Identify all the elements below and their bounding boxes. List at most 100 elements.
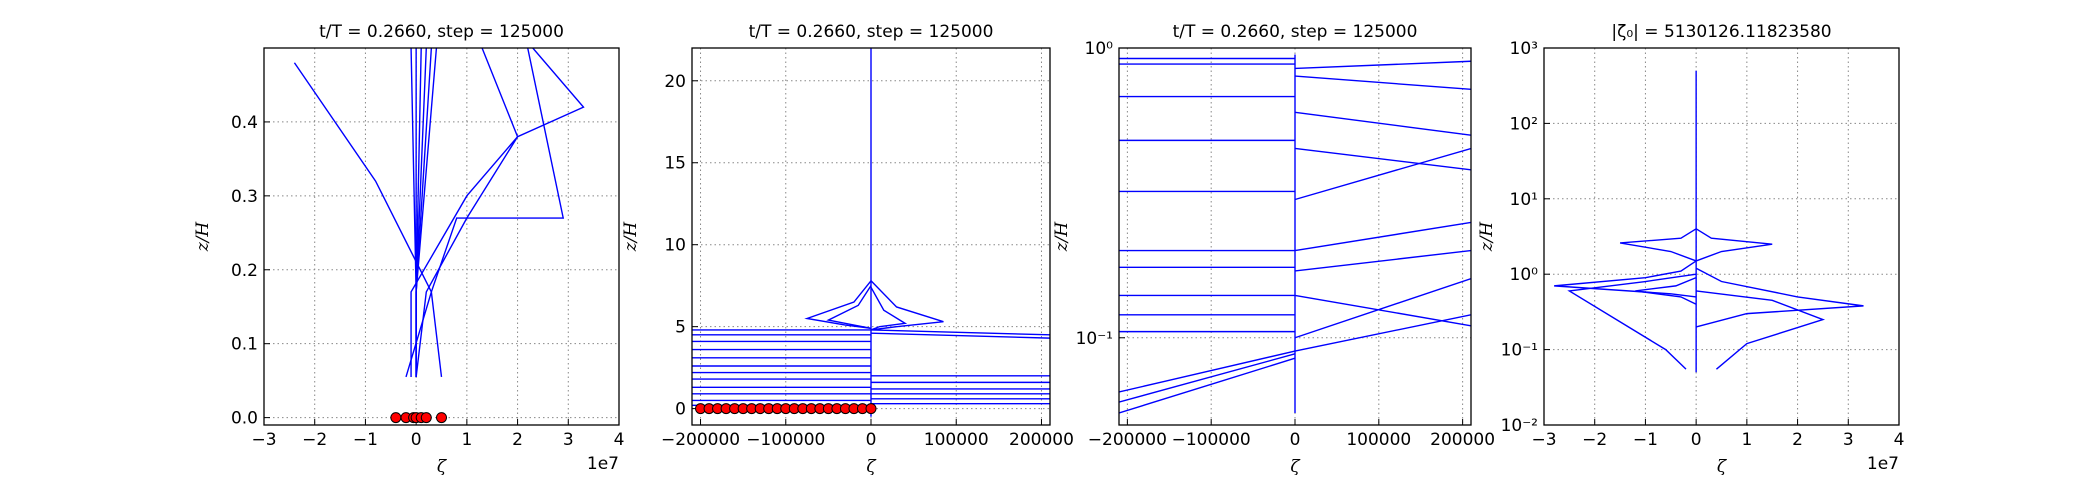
y-tick-label: 10² bbox=[1510, 114, 1538, 134]
plot-area bbox=[293, 48, 585, 378]
x-tick-label: −1 bbox=[1633, 430, 1658, 450]
y-tick-label: 20 bbox=[664, 72, 686, 92]
profile-line bbox=[1294, 60, 1471, 70]
x-offset-text: 1e7 bbox=[1867, 454, 1899, 474]
profile-line bbox=[1294, 147, 1471, 201]
x-tick-label: −100000 bbox=[1172, 430, 1251, 450]
profile-line bbox=[430, 48, 565, 378]
profile-line bbox=[1696, 290, 1826, 370]
y-tick-label: 10³ bbox=[1510, 39, 1538, 59]
profile-line bbox=[870, 332, 1050, 339]
y-tick-label: 10⁰ bbox=[1085, 39, 1114, 59]
profile-line bbox=[415, 48, 585, 378]
x-axis-label: ζ bbox=[1290, 457, 1301, 475]
x-tick-label: 3 bbox=[1843, 430, 1854, 450]
profile-line bbox=[1294, 147, 1471, 171]
x-tick-label: 0 bbox=[866, 430, 877, 450]
profile-line bbox=[1294, 221, 1471, 252]
y-tick-label: 10⁻¹ bbox=[1076, 329, 1113, 349]
y-tick-label: 0.2 bbox=[231, 261, 258, 281]
chart-title: t/T = 0.2660, step = 125000 bbox=[319, 22, 564, 42]
x-tick-label: 3 bbox=[563, 430, 574, 450]
axes-frame bbox=[263, 47, 620, 426]
profile-line bbox=[826, 285, 872, 329]
profile-line bbox=[870, 280, 944, 331]
x-tick-label: −2 bbox=[1582, 430, 1607, 450]
panel: −200000 −100000 0 100000 200000 0 5 10 15 20 t/T =… bbox=[621, 22, 1074, 477]
profile-line bbox=[1119, 357, 1296, 414]
x-tick-label: −200000 bbox=[661, 430, 740, 450]
plot-area bbox=[692, 48, 1050, 417]
y-tick-label: 0.1 bbox=[231, 335, 258, 355]
x-tick-label: 0 bbox=[411, 430, 422, 450]
y-tick-label: 0 bbox=[675, 400, 686, 420]
profile-line bbox=[870, 286, 908, 331]
chart-title: t/T = 0.2660, step = 125000 bbox=[1173, 22, 1418, 42]
profile-line bbox=[1554, 260, 1697, 298]
y-tick-label: 10 bbox=[664, 236, 686, 256]
y-tick-label: 10⁻² bbox=[1501, 416, 1538, 436]
x-tick-label: 1 bbox=[1741, 430, 1752, 450]
x-tick-label: −1 bbox=[353, 430, 378, 450]
profile-line bbox=[1294, 294, 1471, 327]
y-axis-label: z/H bbox=[1477, 221, 1497, 253]
plot-area bbox=[1554, 70, 1864, 373]
profile-line bbox=[1119, 350, 1296, 393]
y-axis-label: z/H bbox=[1052, 221, 1072, 253]
panel: −3 −2 −1 0 1 2 3 4 10⁻² 10⁻¹ 10⁰ 10¹ 10² 10³ |ζ₀| = 51… bbox=[1477, 22, 1905, 477]
axes-frame bbox=[1118, 47, 1472, 426]
profile-line bbox=[1119, 353, 1296, 403]
x-tick-label: −3 bbox=[251, 430, 276, 450]
x-tick-label: 4 bbox=[1894, 430, 1905, 450]
axes-frame bbox=[1543, 47, 1900, 426]
profile-line bbox=[293, 62, 433, 378]
y-tick-label: 10¹ bbox=[1510, 190, 1538, 210]
x-axis-label: ζ bbox=[866, 457, 877, 475]
point bbox=[390, 412, 402, 424]
x-axis-label: ζ bbox=[1717, 457, 1728, 475]
profile-line bbox=[1294, 249, 1471, 272]
y-tick-label: 0.0 bbox=[231, 409, 258, 429]
x-tick-label: 2 bbox=[1792, 430, 1803, 450]
profile-line bbox=[1294, 314, 1471, 352]
x-offset-text: 1e7 bbox=[587, 454, 619, 474]
x-tick-label: 100000 bbox=[1346, 430, 1411, 450]
axes-frame bbox=[691, 47, 1051, 426]
profile-line bbox=[410, 48, 417, 377]
panel: −200000 −100000 0 100000 200000 10⁻¹ 10⁰ t/T = … bbox=[1052, 22, 1495, 477]
x-tick-label: 4 bbox=[614, 430, 625, 450]
y-tick-label: 0.3 bbox=[231, 187, 258, 207]
panel: −3 −2 −1 0 1 2 3 4 0.0 0.1 0.2 0.3 0.4 t/T = 0.2660, … bbox=[193, 22, 625, 477]
profile-line bbox=[804, 280, 872, 329]
profile-line bbox=[1567, 273, 1697, 370]
profile-line bbox=[415, 48, 438, 377]
profile-line bbox=[1695, 228, 1773, 262]
chart-title: t/T = 0.2660, step = 125000 bbox=[749, 22, 994, 42]
profile-line bbox=[1294, 75, 1471, 91]
profile-line bbox=[410, 48, 519, 377]
x-tick-label: 100000 bbox=[924, 430, 989, 450]
profile-line bbox=[870, 329, 1050, 336]
x-tick-label: 0 bbox=[1290, 430, 1301, 450]
y-tick-label: 10⁰ bbox=[1510, 265, 1539, 285]
y-tick-label: 5 bbox=[675, 318, 686, 338]
y-tick-label: 15 bbox=[664, 154, 686, 174]
y-axis-label: z/H bbox=[621, 221, 641, 253]
x-tick-label: 2 bbox=[512, 430, 523, 450]
point bbox=[865, 403, 877, 415]
profile-line bbox=[1635, 277, 1697, 305]
y-tick-label: 0.4 bbox=[231, 113, 258, 133]
y-tick-label: 10⁻¹ bbox=[1501, 341, 1538, 361]
x-tick-label: 0 bbox=[1691, 430, 1702, 450]
profile-line bbox=[1294, 111, 1471, 136]
point bbox=[420, 412, 432, 424]
plot-area bbox=[1119, 54, 1471, 414]
profile-line bbox=[1695, 267, 1864, 328]
point bbox=[436, 412, 447, 424]
x-tick-label: 1 bbox=[461, 430, 472, 450]
y-axis-label: z/H bbox=[193, 221, 213, 253]
x-tick-label: 200000 bbox=[1430, 430, 1495, 450]
profile-line bbox=[1294, 277, 1471, 339]
x-tick-label: −2 bbox=[302, 430, 327, 450]
